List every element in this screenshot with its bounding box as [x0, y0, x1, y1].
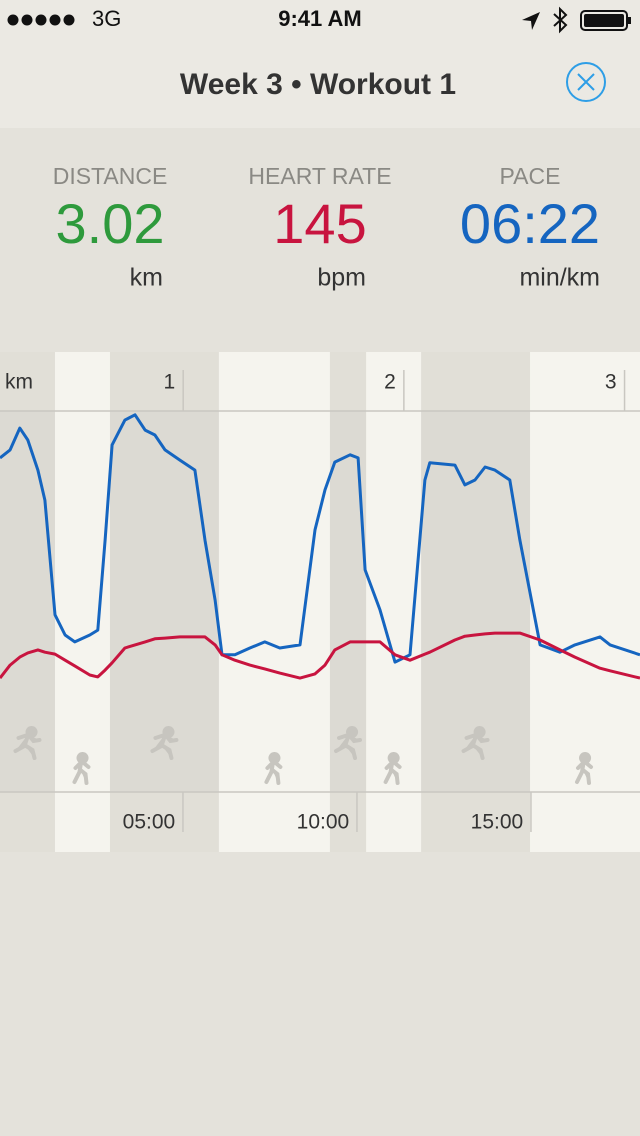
walk-band [530, 352, 640, 852]
stat-label: HEART RATE [248, 163, 391, 189]
walk-band [218, 352, 330, 852]
run-icon [334, 726, 363, 760]
run-icon [461, 726, 490, 760]
close-button[interactable] [566, 62, 606, 102]
chart: km 1 2 3 05:00 10:00 15:00 [0, 352, 640, 852]
km-tick-label: 1 [163, 371, 175, 394]
km-label: km [5, 371, 33, 394]
stats: DISTANCE 3.02 km HEART RATE 145 bpm PACE 06:22 m… [53, 163, 600, 292]
bluetooth-icon [553, 6, 568, 34]
battery [580, 10, 628, 31]
battery-tip [628, 17, 631, 24]
clock: 9:41 AM [278, 6, 362, 31]
run-icon [13, 726, 42, 760]
km-tick-label: 3 [605, 371, 617, 394]
stat-label: PACE [500, 163, 561, 189]
stat-unit: km [130, 264, 163, 292]
run-icon [150, 726, 179, 760]
time-tick-label: 05:00 [123, 811, 176, 834]
km-tick-label: 2 [384, 371, 396, 394]
stat-value: 3.02 [56, 192, 165, 255]
series-line [0, 631, 640, 680]
series-line [0, 413, 640, 664]
time-tick-label: 15:00 [471, 811, 524, 834]
walk-icon [383, 752, 402, 785]
signal-dots [7, 14, 75, 26]
battery-level [584, 14, 624, 27]
carrier: 3G [92, 6, 121, 31]
time-tick-label: 10:00 [297, 811, 350, 834]
location-icon [522, 12, 540, 30]
stat-label: DISTANCE [53, 163, 168, 189]
title: Week 3 • Workout 1 [180, 68, 456, 101]
walk-icon [72, 752, 91, 785]
walk-icon [575, 752, 594, 785]
stat-unit: bpm [317, 264, 366, 292]
stat-value: 145 [273, 192, 366, 255]
walk-band [54, 352, 110, 852]
stat-unit: min/km [519, 264, 600, 292]
walk-icon [264, 752, 283, 785]
walk-band [366, 352, 422, 852]
stat-value: 06:22 [460, 192, 600, 255]
